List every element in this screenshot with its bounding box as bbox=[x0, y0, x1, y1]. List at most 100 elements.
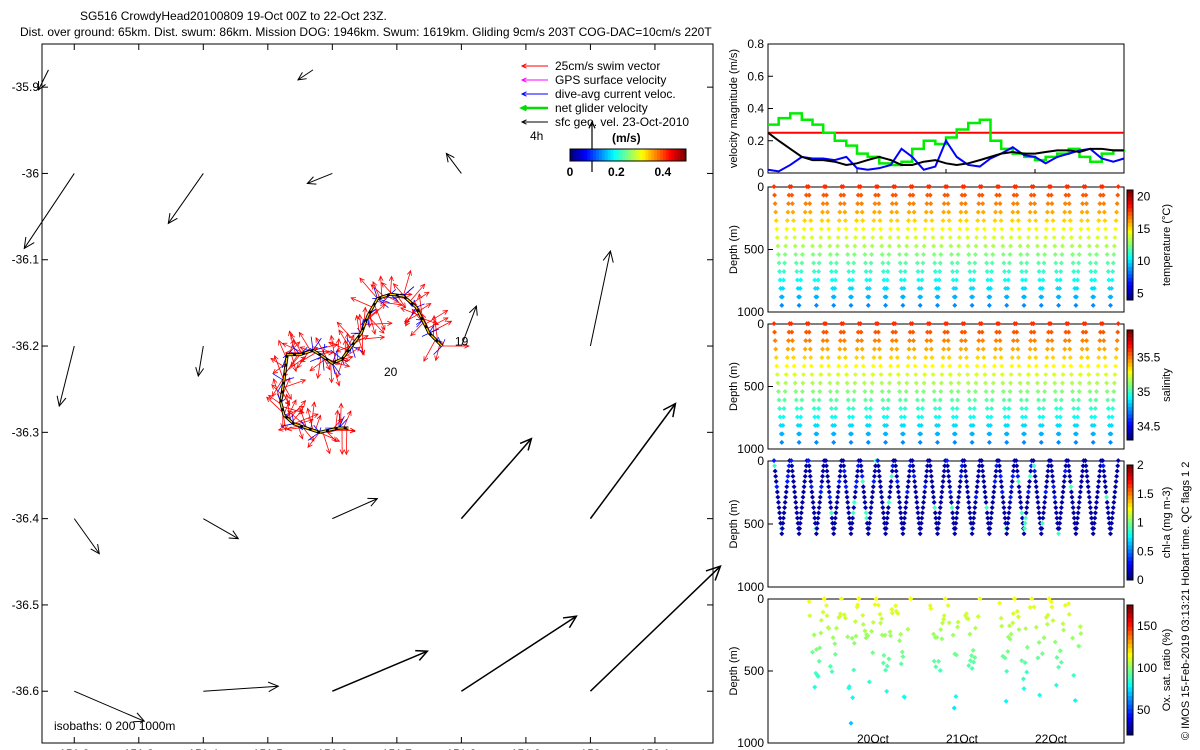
section-sample-marker bbox=[918, 440, 923, 445]
section-colorbar-tick-label: 1.5 bbox=[1137, 487, 1154, 501]
section-sample-marker bbox=[783, 500, 788, 505]
section-sample-marker bbox=[852, 389, 857, 394]
section-sample-marker bbox=[1051, 227, 1056, 232]
section-sample-marker bbox=[1070, 389, 1075, 394]
section-sample-marker bbox=[928, 469, 933, 474]
section-sample-marker bbox=[991, 244, 996, 249]
section-sample-marker bbox=[775, 235, 780, 240]
section-sample-marker bbox=[870, 650, 875, 655]
section-sample-marker bbox=[872, 347, 877, 352]
section-sample-marker bbox=[820, 347, 825, 352]
section-sample-marker bbox=[826, 484, 831, 489]
section-sample-marker bbox=[825, 201, 830, 206]
section-colorbar-segment bbox=[1127, 337, 1133, 341]
section-sample-marker bbox=[859, 463, 864, 468]
section-sample-marker bbox=[1043, 372, 1048, 377]
section-sample-marker bbox=[852, 641, 857, 646]
section-sample-marker bbox=[974, 381, 979, 386]
section-sample-marker bbox=[958, 479, 963, 484]
section-sample-marker bbox=[1087, 381, 1092, 386]
section-sample-marker bbox=[1034, 625, 1039, 630]
section-sample-marker bbox=[859, 201, 864, 206]
section-sample-marker bbox=[835, 381, 840, 386]
section-sample-marker bbox=[893, 330, 898, 335]
section-sample-marker bbox=[899, 661, 904, 666]
section-depth-tick-label: 0 bbox=[757, 180, 764, 194]
section-sample-marker bbox=[797, 440, 802, 445]
section-sample-marker bbox=[1025, 252, 1030, 257]
section-sample-marker bbox=[981, 347, 986, 352]
section-sample-marker bbox=[1068, 227, 1073, 232]
section-sample-marker bbox=[999, 484, 1004, 489]
section-sample-marker bbox=[1053, 398, 1058, 403]
section-sample-marker bbox=[829, 406, 834, 411]
section-sample-marker bbox=[1022, 303, 1027, 308]
section-sample-marker bbox=[836, 489, 841, 494]
section-sample-marker bbox=[947, 484, 952, 489]
section-colorbar-segment bbox=[1127, 370, 1133, 374]
section-sample-marker bbox=[871, 355, 876, 360]
section-sample-marker bbox=[860, 479, 865, 484]
section-sample-marker bbox=[1088, 398, 1093, 403]
section-colorbar-segment bbox=[1127, 212, 1133, 216]
section-sample-marker bbox=[945, 330, 950, 335]
section-sample-marker bbox=[1054, 269, 1059, 274]
section-sample-marker bbox=[1071, 261, 1076, 266]
section-sample-marker bbox=[1010, 218, 1015, 223]
section-sample-marker bbox=[846, 261, 851, 266]
section-sample-marker bbox=[928, 338, 933, 343]
section-sample-marker bbox=[1051, 355, 1056, 360]
section-sample-marker bbox=[911, 338, 916, 343]
section-sample-marker bbox=[862, 381, 867, 386]
section-colorbar-segment bbox=[1127, 519, 1133, 523]
section-sample-marker bbox=[836, 235, 841, 240]
section-sample-marker bbox=[1105, 500, 1110, 505]
section-sample-marker bbox=[958, 355, 963, 360]
section-sample-marker bbox=[939, 489, 944, 494]
section-sample-marker bbox=[1085, 347, 1090, 352]
section-sample-marker bbox=[1032, 193, 1037, 198]
section-sample-marker bbox=[1113, 364, 1118, 369]
section-sample-marker bbox=[1040, 516, 1045, 521]
section-sample-marker bbox=[1071, 673, 1076, 678]
section-sample-marker bbox=[893, 193, 898, 198]
section-sample-marker bbox=[1102, 218, 1107, 223]
section-sample-marker bbox=[946, 201, 951, 206]
section-sample-marker bbox=[1035, 381, 1040, 386]
section-sample-marker bbox=[1114, 210, 1119, 215]
section-sample-marker bbox=[998, 469, 1003, 474]
section-sample-marker bbox=[773, 201, 778, 206]
section-sample-marker bbox=[1039, 531, 1044, 536]
section-sample-marker bbox=[827, 244, 832, 249]
section-sample-marker bbox=[887, 244, 892, 249]
section-sample-marker bbox=[871, 364, 876, 369]
section-sample-marker bbox=[946, 474, 951, 479]
section-depth-tick-label: 0 bbox=[757, 592, 764, 606]
section-sample-marker bbox=[878, 612, 883, 617]
velocity-y-tick-label: 0.2 bbox=[747, 134, 764, 148]
section-sample-marker bbox=[880, 252, 885, 257]
section-sample-marker bbox=[1070, 500, 1075, 505]
section-sample-marker bbox=[887, 495, 892, 500]
section-sample-marker bbox=[1056, 440, 1061, 445]
section-sample-marker bbox=[1096, 355, 1101, 360]
section-sample-marker bbox=[954, 414, 959, 419]
section-sample-marker bbox=[1027, 479, 1032, 484]
section-sample-marker bbox=[830, 669, 835, 674]
section-colorbar-segment bbox=[1127, 245, 1133, 249]
section-sample-marker bbox=[1070, 381, 1075, 386]
section-sample-marker bbox=[1040, 414, 1045, 419]
section-sample-marker bbox=[1091, 531, 1096, 536]
section-y-label: Depth (m) bbox=[728, 647, 740, 696]
section-sample-marker bbox=[1050, 474, 1055, 479]
section-sample-marker bbox=[791, 218, 796, 223]
section-sample-marker bbox=[811, 398, 816, 403]
section-sample-marker bbox=[809, 364, 814, 369]
velocity-y-tick-label: 0.4 bbox=[747, 102, 764, 116]
section-sample-marker bbox=[913, 484, 918, 489]
section-sample-marker bbox=[819, 479, 824, 484]
section-sample-marker bbox=[1077, 244, 1082, 249]
section-sample-marker bbox=[1027, 218, 1032, 223]
section-sample-marker bbox=[812, 269, 817, 274]
section-sample-marker bbox=[971, 277, 976, 282]
